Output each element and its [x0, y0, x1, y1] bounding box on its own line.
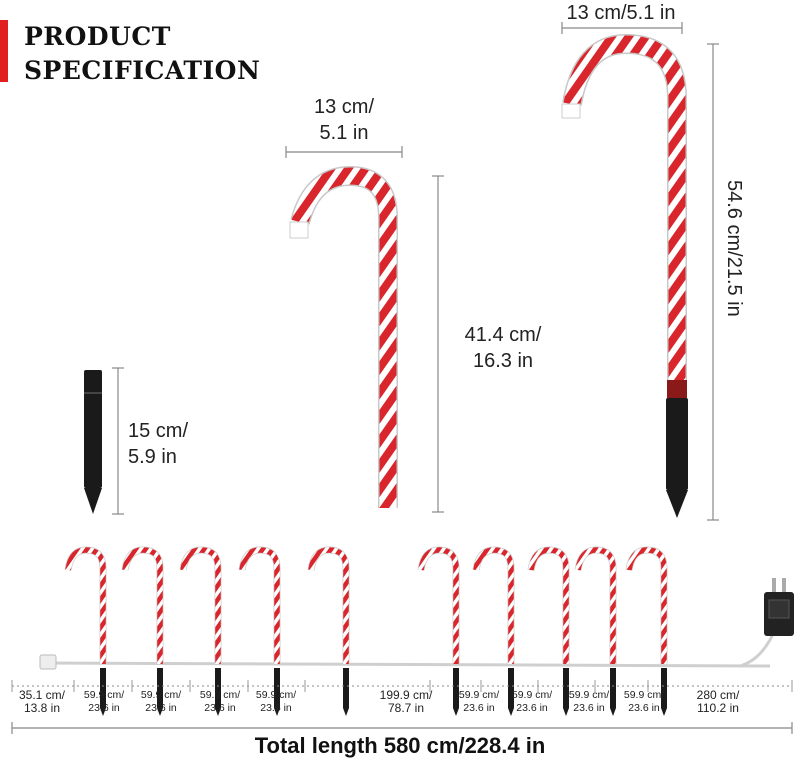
segment-length-in: 23.6 in — [260, 702, 292, 714]
segment-length-label: 59.9 cm/23.6 in — [241, 689, 311, 715]
small-cane-width-in: 5.1 in — [319, 122, 369, 144]
small-cane-width-cm: 13 cm/ — [313, 96, 375, 118]
mini-candy-cane-icon — [625, 546, 668, 716]
small-cane-height-in: 16.3 in — [472, 350, 534, 372]
segment-length-cm: 59.9 cm/ — [511, 689, 553, 701]
segment-length-label: 59.9 cm/23.6 in — [497, 689, 567, 715]
light-string-wire — [39, 599, 780, 670]
segment-length-label: 59.9 cm/23.6 in — [444, 689, 514, 715]
segment-length-cm: 59.9 cm/ — [568, 689, 610, 701]
segment-length-label: 280 cm/110.2 in — [683, 689, 753, 715]
segment-length-in: 13.8 in — [23, 701, 61, 715]
large-cane-height-dimension-line — [707, 43, 719, 521]
segment-length-in: 23.6 in — [516, 702, 548, 714]
segment-length-in: 23.6 in — [463, 702, 495, 714]
small-cane-height-dimension-line — [432, 175, 444, 513]
large-cane-height-label: 54.6 cm/21.5 in — [723, 180, 745, 317]
mini-stake-icon — [215, 668, 221, 708]
segment-length-cm: 59.9 cm/ — [458, 689, 500, 701]
mini-stake-icon — [563, 668, 569, 708]
segment-length-in: 23.6 in — [573, 702, 605, 714]
segment-length-in: 23.6 in — [204, 702, 236, 714]
mini-candy-cane-icon — [121, 546, 164, 716]
segment-length-cm: 35.1 cm/ — [18, 688, 66, 702]
mini-candy-cane-icon — [472, 546, 515, 716]
large-candy-cane-icon — [561, 33, 688, 518]
mini-stake-icon — [274, 668, 280, 708]
stake-height-label: 15 cm/ 5.9 in — [128, 418, 188, 470]
segment-length-cm: 199.9 cm/ — [379, 688, 433, 702]
segment-length-label: 35.1 cm/13.8 in — [7, 689, 77, 715]
segment-length-label: 59.9 cm/23.6 in — [185, 689, 255, 715]
mini-candy-cane-icon — [527, 546, 570, 716]
small-cane-height-cm: 41.4 cm/ — [464, 324, 542, 346]
stake-height-dimension-line — [112, 367, 124, 515]
small-cane-width-label: 13 cm/ 5.1 in — [296, 94, 392, 146]
segment-length-cm: 59.9 cm/ — [83, 689, 125, 701]
header-title-line1: PRODUCT — [24, 22, 171, 51]
total-length-label: Total length 580 cm/228.4 in — [254, 733, 546, 758]
mini-candy-cane-icon — [64, 546, 107, 716]
segment-length-cm: 59.9 cm/ — [255, 689, 297, 701]
segment-length-label: 59.9 cm/23.6 in — [609, 689, 679, 715]
segment-length-label: 59.9 cm/23.6 in — [69, 689, 139, 715]
small-cane-height-label: 41.4 cm/ 16.3 in — [448, 322, 558, 374]
segment-length-in: 110.2 in — [697, 701, 739, 715]
ground-stake-icon — [84, 370, 102, 514]
segment-length-in: 23.6 in — [628, 702, 660, 714]
segment-length-in: 23.6 in — [88, 702, 120, 714]
large-cane-width-label: 13 cm/5.1 in — [566, 2, 676, 24]
small-cane-width-dimension-line — [285, 146, 403, 158]
mini-candy-cane-icon — [238, 546, 281, 716]
mini-stake-icon — [508, 668, 514, 708]
mini-candy-cane-icon — [179, 546, 222, 716]
segment-length-label: 59.9 cm/23.6 in — [126, 689, 196, 715]
mini-candy-cane-icon — [417, 546, 460, 716]
mini-stake-icon — [343, 668, 349, 708]
segment-separators — [11, 680, 793, 692]
mini-stake-icon — [157, 668, 163, 708]
total-length-dimension-line — [11, 722, 793, 734]
segment-length-cm: 280 cm/ — [696, 688, 740, 702]
header-accent-bar — [0, 20, 8, 82]
mini-stake-icon — [661, 668, 667, 708]
segment-length-cm: 59.9 cm/ — [199, 689, 241, 701]
segment-length-label: 199.9 cm/78.7 in — [371, 689, 441, 715]
segment-length-in: 23.6 in — [145, 702, 177, 714]
small-candy-cane-icon — [289, 165, 398, 508]
segment-length-in: 78.7 in — [387, 701, 425, 715]
power-adapter-icon — [764, 578, 794, 636]
mini-stake-icon — [610, 668, 616, 708]
mini-candy-cane-icon — [307, 546, 350, 716]
stake-height-in: 5.9 in — [128, 446, 177, 468]
mini-stake-icon — [100, 668, 106, 708]
header-title-line2: SPECIFICATION — [24, 56, 261, 85]
mini-candy-cane-icon — [574, 546, 617, 716]
segment-length-label: 59.9 cm/23.6 in — [554, 689, 624, 715]
large-cane-width-dimension-line — [561, 22, 683, 34]
segment-length-cm: 59.9 cm/ — [140, 689, 182, 701]
stake-height-cm: 15 cm/ — [128, 420, 189, 442]
mini-stake-icon — [453, 668, 459, 708]
segment-length-cm: 59.9 cm/ — [623, 689, 665, 701]
mini-cane-row — [64, 546, 668, 716]
